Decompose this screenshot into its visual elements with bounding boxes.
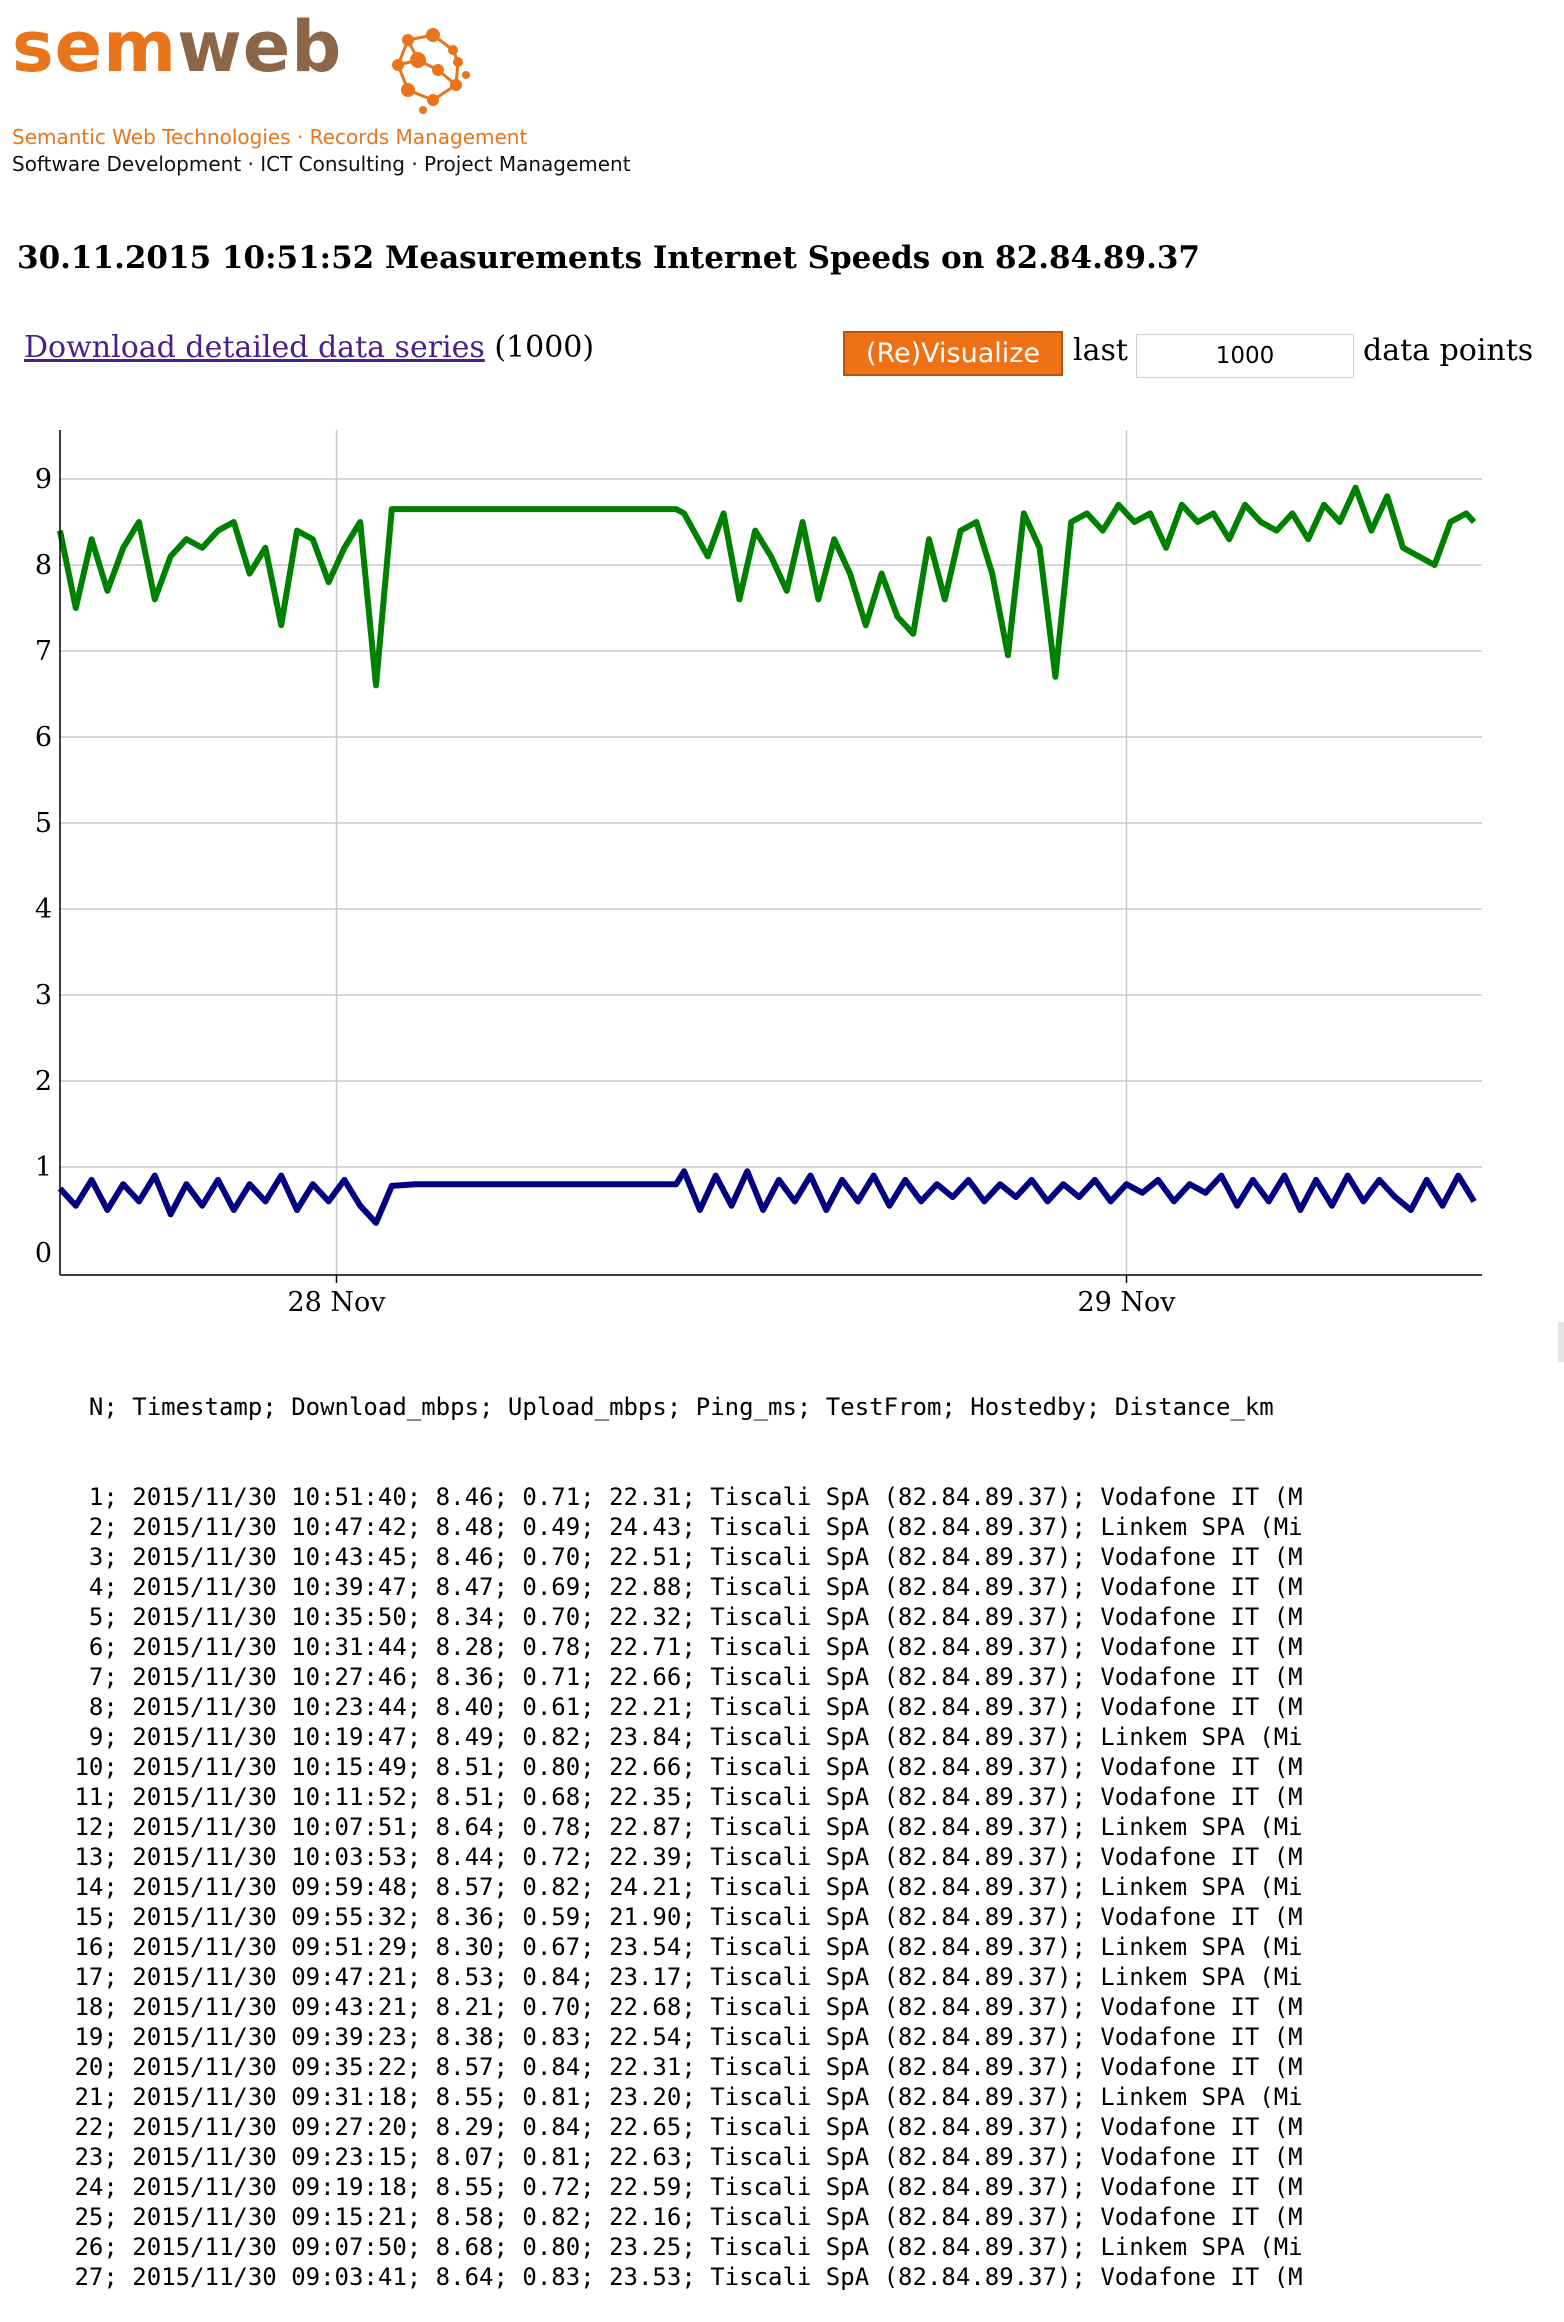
y-tick-label: 4 <box>35 894 52 925</box>
table-row: 23; 2015/11/30 09:23:15; 8.07; 0.81; 22.… <box>60 2143 1303 2171</box>
table-row: 12; 2015/11/30 10:07:51; 8.64; 0.78; 22.… <box>60 1813 1303 1841</box>
download-link[interactable]: Download detailed data series <box>24 330 485 365</box>
table-row: 7; 2015/11/30 10:27:46; 8.36; 0.71; 22.6… <box>60 1663 1303 1691</box>
tagline-secondary: Software Development · ICT Consulting · … <box>12 152 631 176</box>
logo-wordmark: semweb <box>12 6 343 88</box>
data-points-input[interactable] <box>1136 334 1354 378</box>
table-row: 1; 2015/11/30 10:51:40; 8.46; 0.71; 22.3… <box>60 1483 1303 1511</box>
table-row: 17; 2015/11/30 09:47:21; 8.53; 0.84; 23.… <box>60 1963 1303 1991</box>
table-row: 22; 2015/11/30 09:27:20; 8.29; 0.84; 22.… <box>60 2113 1303 2141</box>
table-row: 25; 2015/11/30 09:15:21; 8.58; 0.82; 22.… <box>60 2203 1303 2231</box>
table-row: 27; 2015/11/30 09:03:41; 8.64; 0.83; 23.… <box>60 2263 1303 2291</box>
x-tick-label: 28 Nov <box>287 1287 386 1318</box>
x-tick-label: 29 Nov <box>1077 1287 1176 1318</box>
table-row: 14; 2015/11/30 09:59:48; 8.57; 0.82; 24.… <box>60 1873 1303 1901</box>
y-tick-label: 7 <box>35 636 52 667</box>
table-header: N; Timestamp; Download_mbps; Upload_mbps… <box>60 1393 1274 1421</box>
table-row: 5; 2015/11/30 10:35:50; 8.34; 0.70; 22.3… <box>60 1603 1303 1631</box>
table-row: 10; 2015/11/30 10:15:49; 8.51; 0.80; 22.… <box>60 1753 1303 1781</box>
table-row: 24; 2015/11/30 09:19:18; 8.55; 0.72; 22.… <box>60 2173 1303 2201</box>
table-row: 18; 2015/11/30 09:43:21; 8.21; 0.70; 22.… <box>60 1993 1303 2021</box>
y-tick-label: 2 <box>35 1066 52 1097</box>
series-line-download_mbps <box>57 484 1477 689</box>
revisualize-button[interactable]: (Re)Visualize <box>843 331 1063 376</box>
tagline-primary: Semantic Web Technologies · Records Mana… <box>12 125 528 149</box>
data-points-label: data points <box>1363 333 1534 368</box>
table-row: 11; 2015/11/30 10:11:52; 8.51; 0.68; 22.… <box>60 1783 1303 1811</box>
last-label: last <box>1073 333 1128 368</box>
table-body: 1; 2015/11/30 10:51:40; 8.46; 0.71; 22.3… <box>60 1482 1520 2292</box>
table-row: 8; 2015/11/30 10:23:44; 8.40; 0.61; 22.2… <box>60 1693 1303 1721</box>
logo-molecule-icon <box>392 28 470 114</box>
page-title: 30.11.2015 10:51:52 Measurements Interne… <box>17 240 1200 276</box>
series-line-upload_mbps <box>57 1168 1477 1226</box>
y-tick-label: 0 <box>35 1238 52 1269</box>
table-row: 19; 2015/11/30 09:39:23; 8.38; 0.83; 22.… <box>60 2023 1303 2051</box>
y-tick-label: 3 <box>35 980 52 1011</box>
logo: semweb <box>12 12 342 82</box>
download-row: Download detailed data series (1000) <box>24 330 594 365</box>
table-row: 26; 2015/11/30 09:07:50; 8.68; 0.80; 23.… <box>60 2233 1303 2261</box>
y-tick-label: 6 <box>35 722 52 753</box>
y-tick-label: 5 <box>35 808 52 839</box>
table-row: 2; 2015/11/30 10:47:42; 8.48; 0.49; 24.4… <box>60 1513 1303 1541</box>
table-row: 6; 2015/11/30 10:31:44; 8.28; 0.78; 22.7… <box>60 1633 1303 1661</box>
download-count: (1000) <box>494 330 595 365</box>
table-row: 9; 2015/11/30 10:19:47; 8.49; 0.82; 23.8… <box>60 1723 1303 1751</box>
scrollbar[interactable] <box>1558 1322 1564 1362</box>
y-tick-label: 1 <box>35 1152 52 1183</box>
chart-series <box>57 484 1477 1226</box>
table-row: 13; 2015/11/30 10:03:53; 8.44; 0.72; 22.… <box>60 1843 1303 1871</box>
y-tick-label: 8 <box>35 550 52 581</box>
chart-grid <box>60 430 1482 1275</box>
table-row: 16; 2015/11/30 09:51:29; 8.30; 0.67; 23.… <box>60 1933 1303 1961</box>
table-row: 4; 2015/11/30 10:39:47; 8.47; 0.69; 22.8… <box>60 1573 1303 1601</box>
table-row: 15; 2015/11/30 09:55:32; 8.36; 0.59; 21.… <box>60 1903 1303 1931</box>
table-row: 20; 2015/11/30 09:35:22; 8.57; 0.84; 22.… <box>60 2053 1303 2081</box>
table-row: 3; 2015/11/30 10:43:45; 8.46; 0.70; 22.5… <box>60 1543 1303 1571</box>
table-row: 21; 2015/11/30 09:31:18; 8.55; 0.81; 23.… <box>60 2083 1303 2111</box>
y-tick-label: 9 <box>35 464 52 495</box>
data-table: N; Timestamp; Download_mbps; Upload_mbps… <box>60 1332 1520 2322</box>
